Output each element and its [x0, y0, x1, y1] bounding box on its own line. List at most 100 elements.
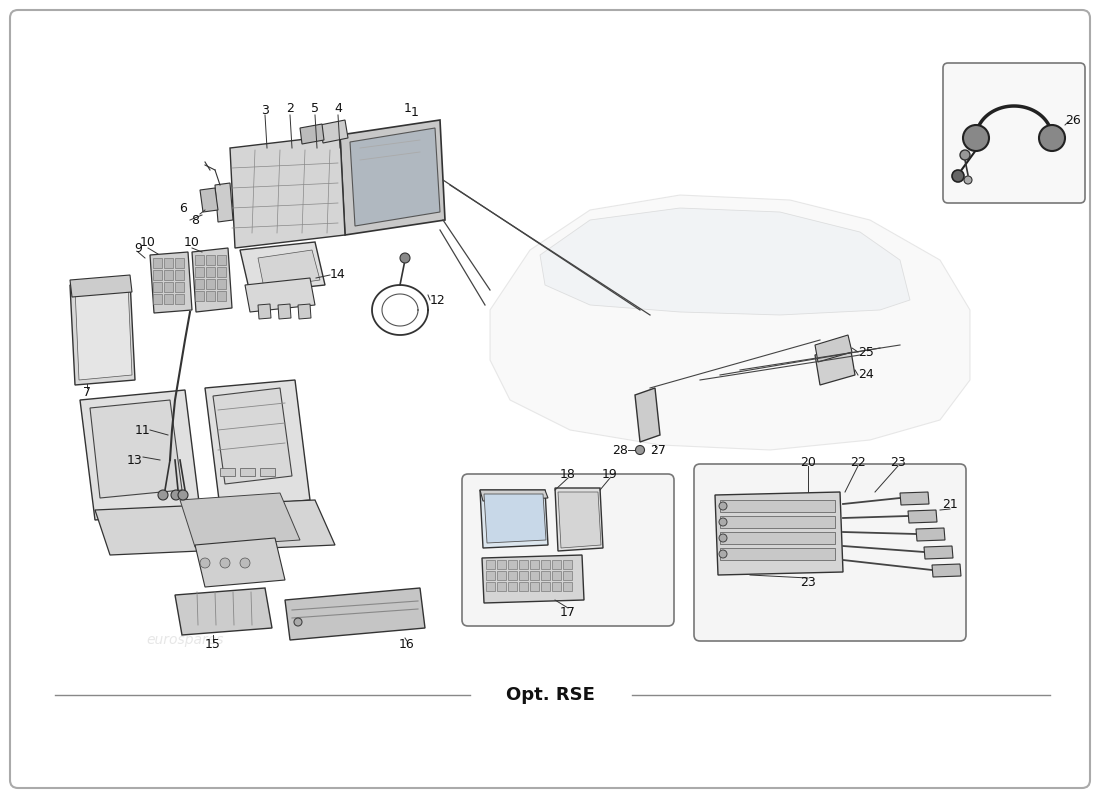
Bar — [497, 560, 506, 569]
Polygon shape — [240, 242, 324, 293]
Text: 5: 5 — [311, 102, 319, 114]
Circle shape — [294, 618, 302, 626]
Text: eurospares: eurospares — [722, 523, 799, 537]
Polygon shape — [484, 494, 546, 543]
Text: 25: 25 — [858, 346, 873, 358]
Bar — [206, 255, 214, 265]
Bar — [486, 571, 495, 580]
Polygon shape — [490, 195, 970, 450]
Text: 1: 1 — [411, 106, 419, 119]
Polygon shape — [480, 490, 548, 501]
Text: 18: 18 — [560, 469, 576, 482]
Bar — [164, 270, 173, 280]
Bar — [519, 571, 528, 580]
Bar — [563, 582, 572, 591]
Circle shape — [719, 502, 727, 510]
Bar — [720, 516, 835, 528]
Bar — [486, 560, 495, 569]
Bar — [217, 255, 226, 265]
Bar — [508, 571, 517, 580]
FancyBboxPatch shape — [10, 10, 1090, 788]
Bar — [206, 291, 214, 301]
Text: 1: 1 — [404, 102, 411, 114]
Bar — [519, 582, 528, 591]
Bar — [552, 582, 561, 591]
Bar — [153, 258, 162, 268]
Polygon shape — [300, 124, 324, 144]
Bar — [240, 468, 255, 476]
Polygon shape — [932, 564, 961, 577]
Bar — [195, 267, 204, 277]
Text: 8: 8 — [191, 214, 199, 226]
Polygon shape — [90, 400, 182, 498]
Bar — [217, 279, 226, 289]
Polygon shape — [150, 252, 192, 313]
Bar — [552, 571, 561, 580]
Circle shape — [240, 558, 250, 568]
Text: 17: 17 — [560, 606, 576, 618]
Polygon shape — [278, 304, 292, 319]
Bar — [530, 560, 539, 569]
Polygon shape — [213, 388, 292, 484]
Text: 7: 7 — [82, 386, 91, 399]
Text: 10: 10 — [184, 237, 200, 250]
Polygon shape — [258, 304, 271, 319]
Polygon shape — [900, 492, 930, 505]
Bar — [508, 560, 517, 569]
Text: 15: 15 — [205, 638, 221, 651]
Text: 22: 22 — [850, 455, 866, 469]
Polygon shape — [70, 280, 135, 385]
Bar — [175, 294, 184, 304]
Circle shape — [719, 534, 727, 542]
Circle shape — [170, 490, 182, 500]
Text: 24: 24 — [858, 369, 873, 382]
Bar — [563, 560, 572, 569]
Bar — [530, 582, 539, 591]
Bar — [153, 270, 162, 280]
Bar — [206, 267, 214, 277]
Bar — [153, 294, 162, 304]
Polygon shape — [815, 345, 855, 385]
Polygon shape — [482, 555, 584, 603]
Polygon shape — [916, 528, 945, 541]
Circle shape — [220, 558, 230, 568]
Text: 9: 9 — [134, 242, 142, 254]
Bar — [519, 560, 528, 569]
Polygon shape — [195, 538, 285, 587]
Polygon shape — [340, 120, 446, 235]
Polygon shape — [80, 390, 200, 520]
Bar — [508, 582, 517, 591]
Polygon shape — [298, 304, 311, 319]
Text: 13: 13 — [128, 454, 143, 466]
Bar — [220, 468, 235, 476]
Text: 6: 6 — [179, 202, 187, 214]
Bar — [175, 258, 184, 268]
Text: 27: 27 — [650, 443, 666, 457]
Polygon shape — [192, 248, 232, 312]
Text: 21: 21 — [942, 498, 958, 511]
Bar — [206, 279, 214, 289]
Text: 20: 20 — [800, 455, 816, 469]
Polygon shape — [95, 500, 336, 555]
Polygon shape — [258, 250, 320, 288]
Bar — [195, 255, 204, 265]
Bar — [164, 294, 173, 304]
Circle shape — [964, 176, 972, 184]
Polygon shape — [175, 588, 272, 635]
Polygon shape — [815, 335, 852, 362]
Circle shape — [158, 490, 168, 500]
Circle shape — [200, 558, 210, 568]
Text: 19: 19 — [602, 469, 618, 482]
Bar — [541, 560, 550, 569]
Bar — [486, 582, 495, 591]
Polygon shape — [205, 380, 310, 508]
Polygon shape — [245, 278, 315, 312]
Circle shape — [962, 125, 989, 151]
Circle shape — [636, 446, 645, 454]
Polygon shape — [924, 546, 953, 559]
Polygon shape — [480, 490, 548, 548]
Text: 4: 4 — [334, 102, 342, 114]
Bar — [260, 468, 275, 476]
Circle shape — [952, 170, 964, 182]
Text: 14: 14 — [330, 269, 345, 282]
